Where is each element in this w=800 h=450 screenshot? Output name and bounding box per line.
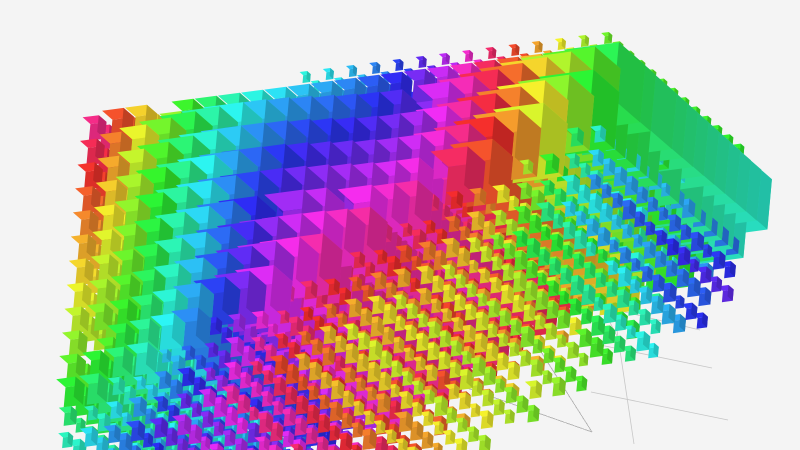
floor-gridline-1 (304, 330, 593, 433)
side-gridline-3 (590, 391, 729, 421)
side-grid (590, 275, 729, 445)
floor-grid (247, 236, 593, 433)
side-gridline-2 (599, 344, 713, 369)
floor-gridline-5 (351, 258, 501, 411)
floor-gridline-2 (247, 277, 306, 332)
floor-gridline-7 (291, 267, 561, 315)
floor-gridline-3 (467, 236, 593, 433)
floor-gridline-4 (281, 271, 426, 393)
side-gridline-0 (611, 296, 635, 445)
floor-gridline-0 (247, 236, 469, 279)
side-gridline-5 (606, 275, 621, 301)
side-gridline-1 (607, 307, 701, 331)
